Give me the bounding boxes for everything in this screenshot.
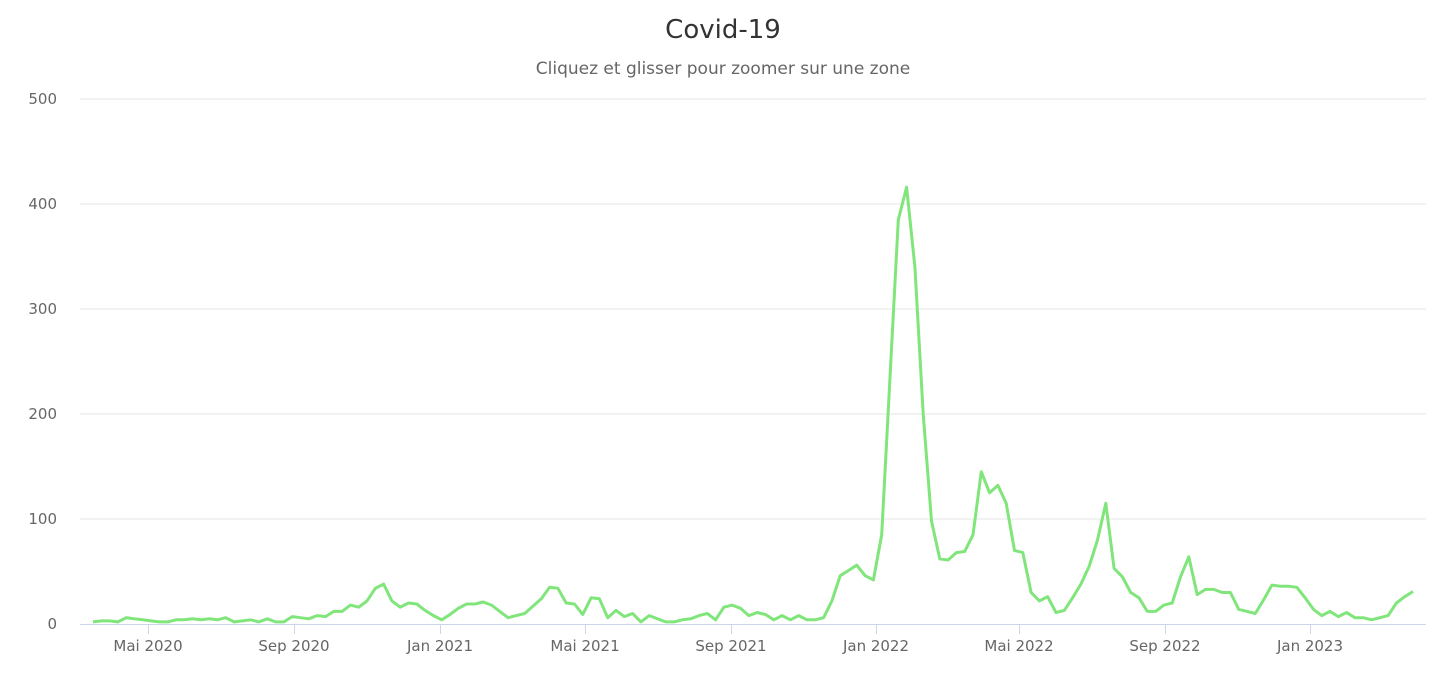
x-tick-label: Jan 2022 [842,637,909,655]
series-line[interactable] [92,185,1414,624]
x-tick-label: Mai 2021 [550,637,619,655]
x-axis: Mai 2020 Sep 2020 Jan 2021 Mai 2021 Sep 2021… [80,624,1426,655]
x-tick-label: Jan 2021 [406,637,473,655]
chart-title: Covid-19 [665,15,781,45]
y-tick-label: 500 [28,90,57,108]
x-tick-label: Mai 2020 [113,637,182,655]
y-tick-label: 400 [28,195,57,213]
x-tick-label: Sep 2022 [1129,637,1200,655]
y-tick-label: 200 [28,405,57,423]
x-tick-label: Sep 2021 [695,637,766,655]
y-tick-label: 100 [28,510,57,528]
x-tick-label: Sep 2020 [258,637,329,655]
gridlines [80,98,1426,520]
chart-subtitle: Cliquez et glisser pour zoomer sur une z… [535,59,911,79]
y-tick-label: 300 [28,300,57,318]
x-tick-label: Mai 2022 [984,637,1053,655]
x-tick-label: Jan 2023 [1276,637,1343,655]
y-tick-label: 0 [47,615,57,633]
y-axis: 0 100 200 300 400 500 [28,90,57,633]
